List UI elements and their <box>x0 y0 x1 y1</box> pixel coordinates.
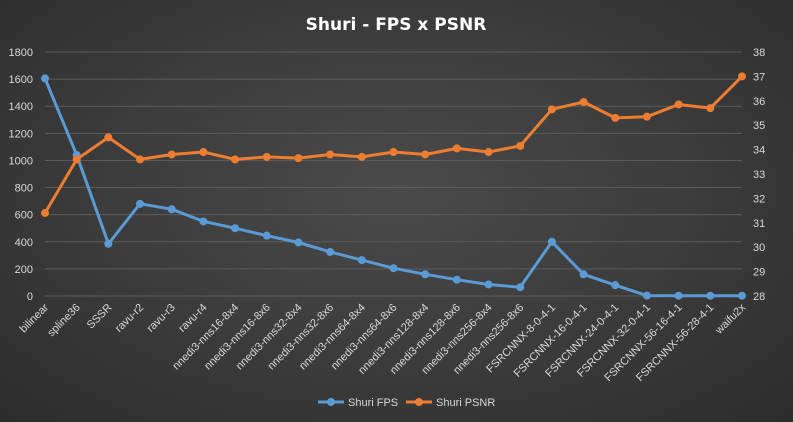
series-shuri-psnr <box>41 72 746 218</box>
data-point <box>231 224 240 233</box>
data-point <box>642 112 651 121</box>
data-point <box>516 141 525 150</box>
right-tick-label: 32 <box>753 193 765 205</box>
data-point <box>706 104 715 113</box>
right-tick-label: 37 <box>753 71 765 83</box>
data-point <box>262 231 271 240</box>
category-label: spline36 <box>45 302 82 339</box>
right-tick-label: 35 <box>753 120 765 132</box>
right-tick-label: 33 <box>753 169 765 181</box>
data-point <box>389 264 398 273</box>
data-point <box>41 74 49 83</box>
data-point <box>547 105 556 114</box>
data-point <box>738 291 746 300</box>
data-point <box>104 239 113 248</box>
data-point <box>167 150 176 159</box>
data-point <box>199 217 208 226</box>
data-point <box>484 280 493 289</box>
data-point <box>389 148 398 157</box>
left-tick-label: 400 <box>15 237 33 249</box>
legend[interactable]: Shuri FPS Shuri PSNR <box>318 397 495 409</box>
series-shuri-fps <box>41 74 746 300</box>
category-label: ravu-r2 <box>113 302 146 335</box>
category-label: ravu-r3 <box>145 302 178 335</box>
data-point <box>579 270 588 279</box>
right-tick-label: 30 <box>753 242 765 254</box>
data-point <box>547 237 556 246</box>
grid-lines <box>45 51 742 297</box>
left-tick-label: 800 <box>15 183 33 195</box>
legend-marker <box>327 398 335 406</box>
data-point <box>294 238 303 247</box>
series-layer <box>41 72 746 300</box>
right-tick-label: 28 <box>753 291 765 303</box>
left-tick-label: 1000 <box>9 155 33 167</box>
right-tick-label: 31 <box>753 218 765 230</box>
legend-marker <box>415 398 423 406</box>
data-point <box>452 275 461 284</box>
data-point <box>611 113 620 122</box>
left-tick-label: 0 <box>27 291 33 303</box>
series-line <box>43 76 744 298</box>
legend-label: Shuri FPS <box>348 397 398 409</box>
data-point <box>136 199 145 208</box>
left-tick-label: 1400 <box>9 101 33 113</box>
data-point <box>516 283 525 292</box>
data-point <box>167 205 176 214</box>
right-tick-label: 38 <box>753 47 765 59</box>
data-point <box>136 155 145 164</box>
legend-label: Shuri PSNR <box>436 397 495 409</box>
data-point <box>231 155 240 164</box>
left-tick-label: 200 <box>15 264 33 276</box>
left-tick-label: 600 <box>15 210 33 222</box>
data-point <box>484 148 493 157</box>
right-tick-label: 29 <box>753 267 765 279</box>
left-tick-label: 1600 <box>9 74 33 86</box>
data-point <box>326 150 335 159</box>
data-point <box>357 152 366 161</box>
right-tick-label: 36 <box>753 96 765 108</box>
left-tick-label: 1800 <box>9 47 33 59</box>
left-tick-label: 1200 <box>9 128 33 140</box>
data-point <box>294 154 303 163</box>
data-point <box>199 148 208 157</box>
data-point <box>611 281 620 290</box>
data-point <box>357 256 366 265</box>
chart-title: Shuri - FPS x PSNR <box>306 15 487 35</box>
data-point <box>738 72 746 81</box>
data-point <box>72 155 81 164</box>
data-point <box>421 270 430 279</box>
category-label: SSSR <box>85 302 115 332</box>
data-point <box>104 133 113 142</box>
data-point <box>421 150 430 159</box>
left-y-axis: 0 200 400 600 800 1000 1200 1400 1600 1800 <box>9 47 33 303</box>
right-tick-label: 34 <box>753 145 765 157</box>
data-point <box>674 100 683 109</box>
data-point <box>642 291 651 300</box>
data-point <box>579 98 588 107</box>
data-point <box>674 291 683 300</box>
data-point <box>262 152 271 161</box>
category-label: waifu2x <box>713 301 749 337</box>
data-point <box>41 209 49 218</box>
data-point <box>706 291 715 300</box>
right-y-axis: 28 29 30 31 32 33 34 35 36 37 38 <box>753 47 765 303</box>
data-point <box>452 144 461 153</box>
series-line <box>43 74 744 215</box>
data-point <box>326 247 335 256</box>
